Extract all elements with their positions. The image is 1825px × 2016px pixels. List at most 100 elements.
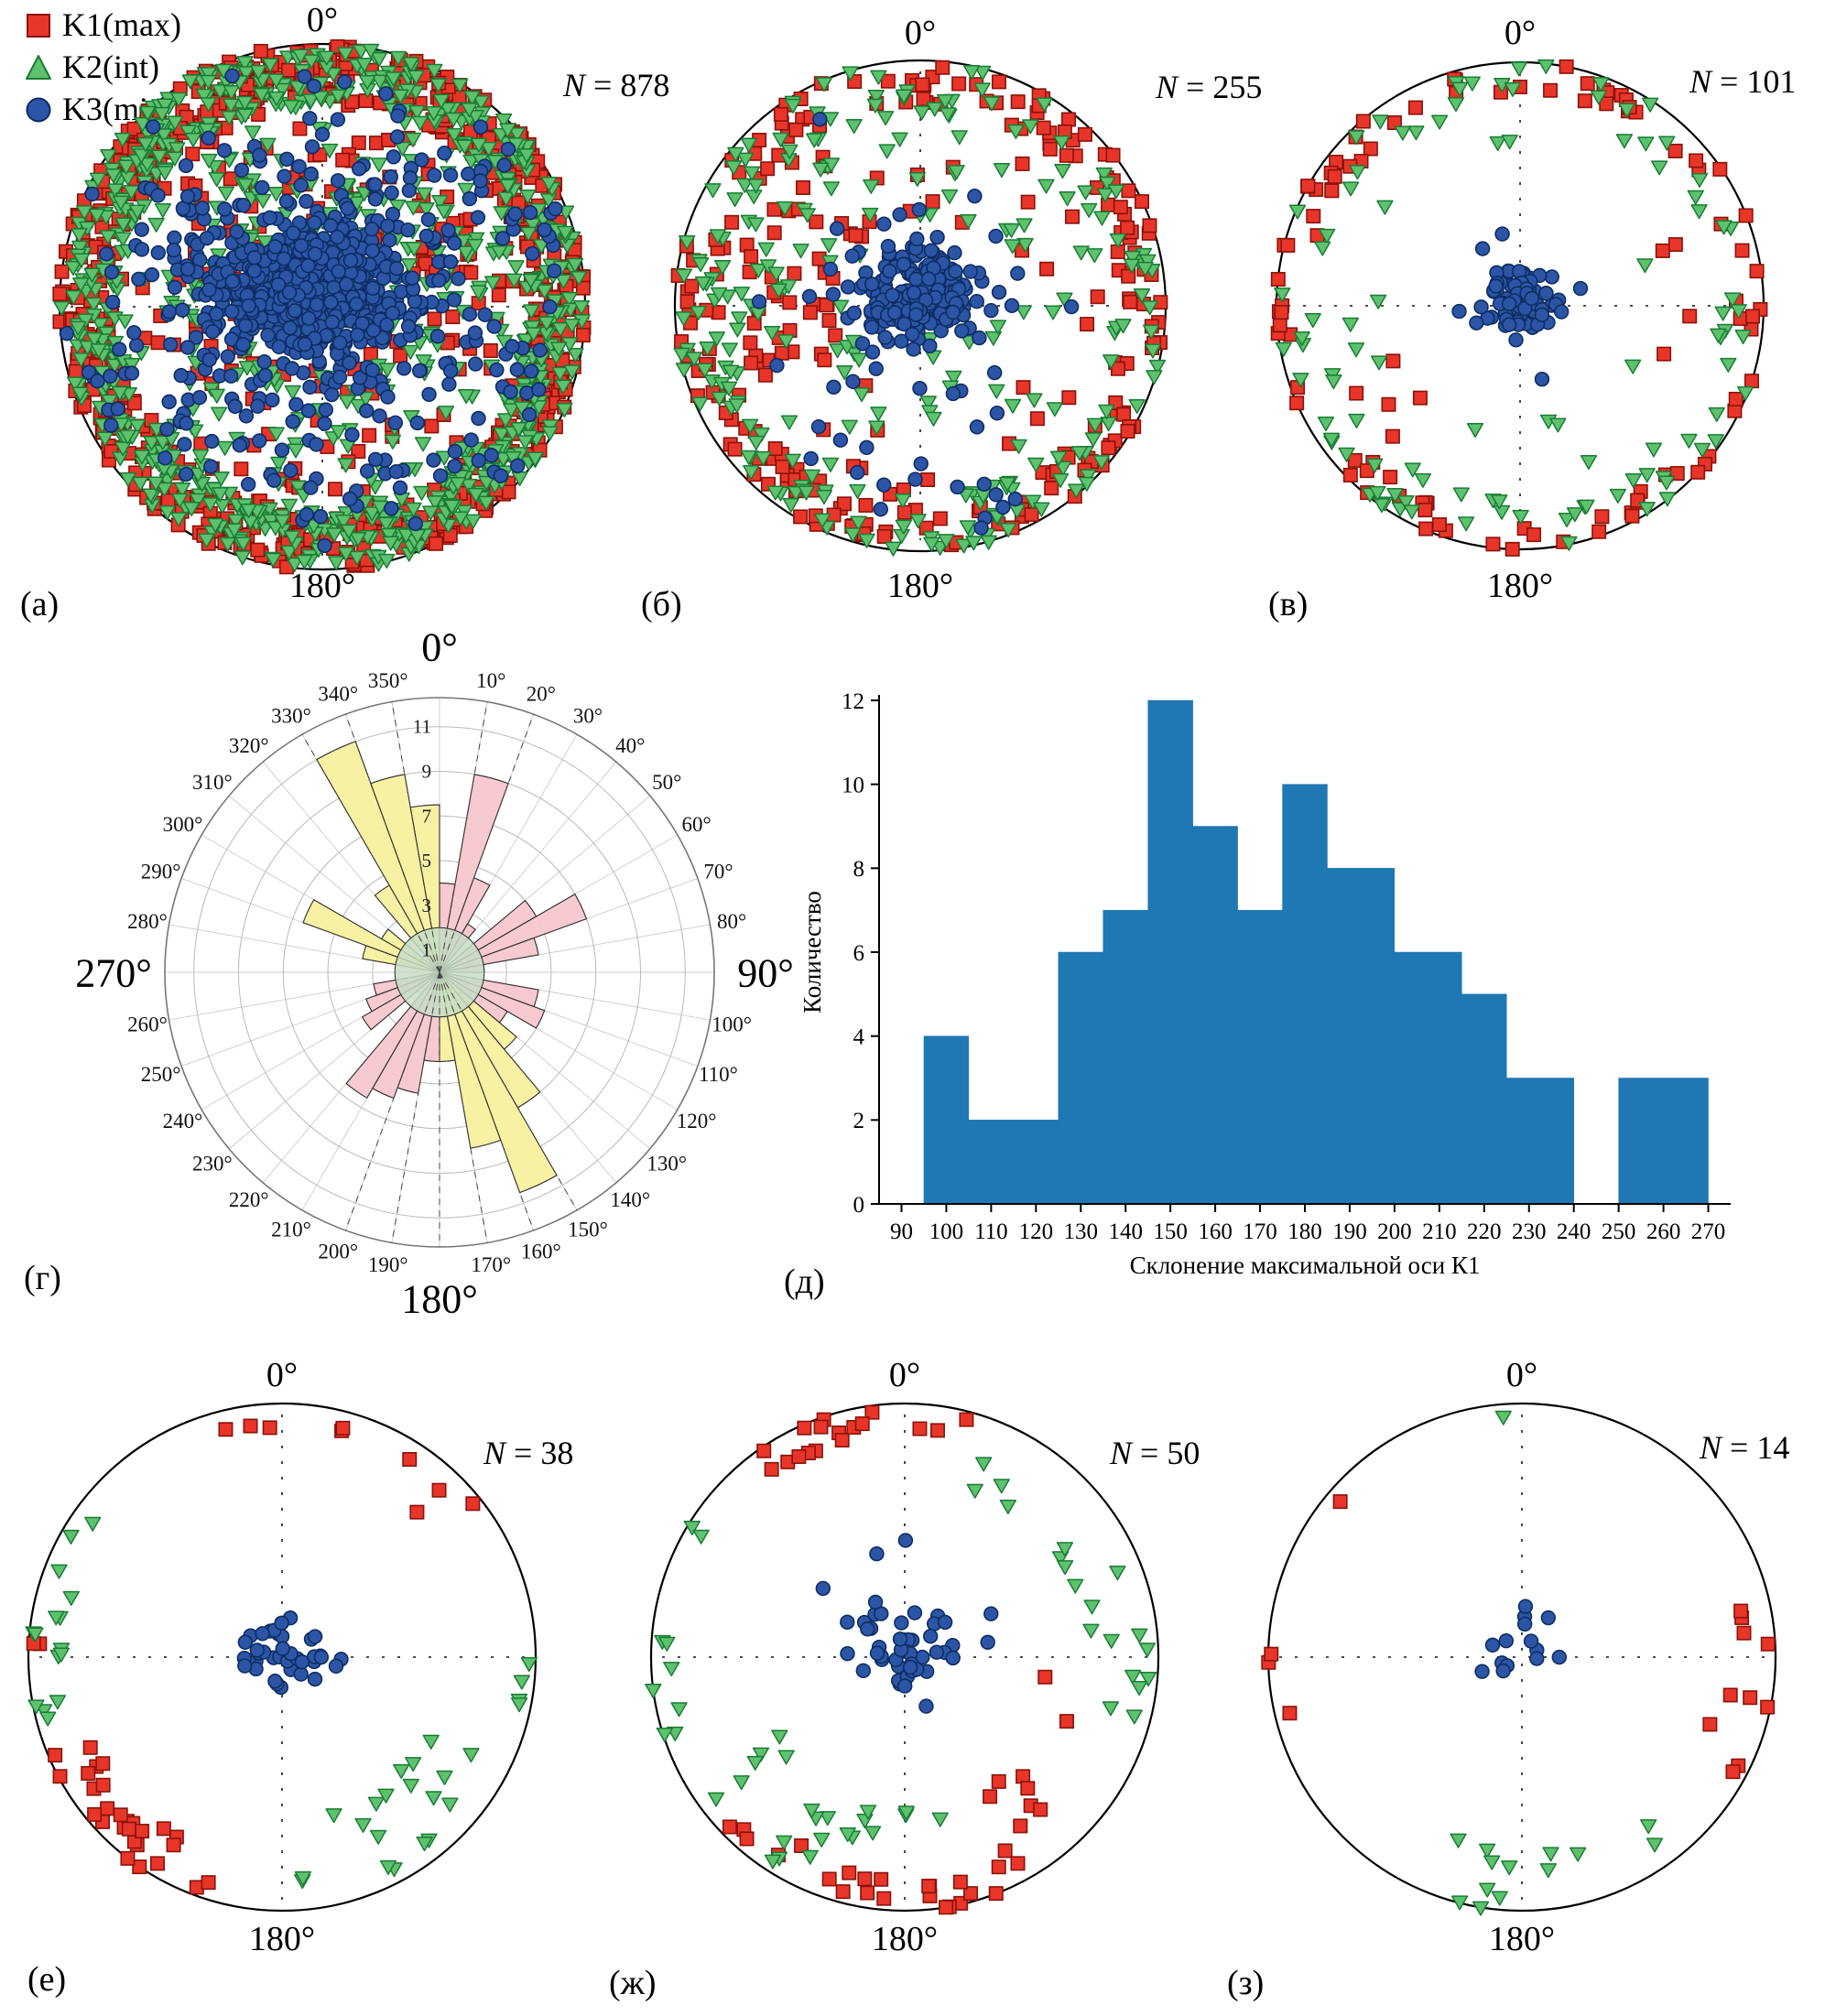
stereonet-a-bottom-label: 180° xyxy=(288,567,356,605)
svg-text:160°: 160° xyxy=(521,1241,561,1263)
svg-text:1: 1 xyxy=(422,939,432,961)
n-value: = 255 xyxy=(1178,69,1263,105)
svg-text:11: 11 xyxy=(413,716,431,738)
svg-text:130°: 130° xyxy=(646,1152,687,1175)
panel-letter-d: (д) xyxy=(784,1263,825,1301)
stereonet-v-top-label: 0° xyxy=(1504,14,1537,52)
stereonet-e-plot xyxy=(25,1402,538,1913)
svg-text:0: 0 xyxy=(853,1193,865,1218)
svg-text:320°: 320° xyxy=(229,734,269,757)
stereonet-v-bottom-label: 180° xyxy=(1486,567,1554,605)
svg-text:150: 150 xyxy=(1153,1219,1188,1244)
stereonet-z-n-label: N = 14 xyxy=(1700,1428,1789,1467)
svg-text:50°: 50° xyxy=(652,771,681,794)
n-var: N xyxy=(1689,63,1712,100)
panel-letter-v: (в) xyxy=(1268,585,1309,623)
svg-text:230: 230 xyxy=(1512,1219,1547,1244)
svg-text:3: 3 xyxy=(422,894,432,916)
svg-text:190: 190 xyxy=(1332,1219,1367,1244)
svg-text:270°: 270° xyxy=(75,950,152,995)
n-var: N xyxy=(563,67,586,103)
svg-text:12: 12 xyxy=(842,689,864,714)
svg-text:180°: 180° xyxy=(401,1276,478,1321)
svg-text:20°: 20° xyxy=(527,683,556,706)
svg-text:5: 5 xyxy=(422,850,432,872)
n-value: = 14 xyxy=(1722,1429,1790,1466)
svg-text:4: 4 xyxy=(853,1024,865,1049)
svg-text:270: 270 xyxy=(1691,1219,1726,1244)
svg-text:210°: 210° xyxy=(271,1219,311,1241)
svg-text:240°: 240° xyxy=(163,1110,203,1133)
svg-text:Количество: Количество xyxy=(798,891,826,1013)
svg-text:110: 110 xyxy=(974,1219,1008,1244)
svg-text:220°: 220° xyxy=(229,1188,269,1211)
n-var: N xyxy=(483,1435,506,1471)
stereonet-a-n-label: N = 878 xyxy=(563,66,669,104)
svg-text:30°: 30° xyxy=(573,704,603,727)
svg-text:280°: 280° xyxy=(127,910,168,933)
stereonet-z-bottom-label: 180° xyxy=(1488,1920,1556,1958)
svg-text:200°: 200° xyxy=(318,1241,358,1263)
stereonet-zh-n-label: N = 50 xyxy=(1110,1434,1200,1472)
legend-label-k2: K2(int) xyxy=(62,49,159,85)
panel-letter-e: (е) xyxy=(27,1960,67,1999)
svg-text:90: 90 xyxy=(890,1219,913,1244)
svg-text:100°: 100° xyxy=(712,1013,752,1035)
svg-text:6: 6 xyxy=(853,941,865,966)
svg-text:120: 120 xyxy=(1019,1219,1054,1244)
stereonet-zh-top-label: 0° xyxy=(888,1356,921,1394)
svg-text:140°: 140° xyxy=(610,1188,650,1211)
svg-text:7: 7 xyxy=(422,805,432,827)
svg-text:9: 9 xyxy=(422,760,432,782)
stereonet-v-n-label: N = 101 xyxy=(1689,62,1796,101)
stereonet-b-n-label: N = 255 xyxy=(1156,68,1262,106)
svg-text:100: 100 xyxy=(929,1219,964,1244)
stereonet-zh-bottom-label: 180° xyxy=(871,1920,939,1958)
rose-diagram-plot: 1 3 5 7 9 11 10° 20° 30° 40° 50°60° 70° 80° 100° 110° 1… xyxy=(75,624,794,1321)
svg-text:110°: 110° xyxy=(699,1063,738,1086)
svg-text:250°: 250° xyxy=(141,1063,181,1086)
stereonet-zh-plot xyxy=(645,1402,1160,1915)
svg-text:120°: 120° xyxy=(677,1110,717,1133)
k3-circle-icon xyxy=(24,94,53,124)
svg-text:0°: 0° xyxy=(421,624,458,669)
svg-text:90°: 90° xyxy=(737,950,794,995)
svg-text:350°: 350° xyxy=(368,669,408,692)
svg-text:8: 8 xyxy=(853,857,865,882)
legend-item-k2: K2(int) xyxy=(24,46,181,88)
stereonet-b-plot xyxy=(670,59,1168,557)
svg-text:160: 160 xyxy=(1198,1219,1233,1244)
n-value: = 878 xyxy=(585,67,670,103)
svg-text:220: 220 xyxy=(1467,1219,1502,1244)
svg-text:Склонение максимальной оси К1: Склонение максимальной оси К1 xyxy=(1130,1252,1481,1279)
stereonet-z-top-label: 0° xyxy=(1505,1356,1538,1394)
svg-text:200: 200 xyxy=(1377,1219,1412,1244)
n-value: = 101 xyxy=(1711,63,1797,100)
svg-text:250: 250 xyxy=(1602,1219,1636,1244)
stereonet-e-bottom-label: 180° xyxy=(248,1920,316,1958)
svg-text:10: 10 xyxy=(842,773,864,797)
stereonet-e-n-label: N = 38 xyxy=(483,1434,573,1472)
n-var: N xyxy=(1700,1429,1722,1466)
histogram-plot: 90 100 110 120 130 140 150 160 170 180 190 200 210 22… xyxy=(798,689,1731,1279)
svg-text:40°: 40° xyxy=(615,734,645,757)
stereonet-b-top-label: 0° xyxy=(904,14,937,52)
panel-letter-g: (г) xyxy=(24,1259,61,1297)
svg-text:70°: 70° xyxy=(703,860,733,883)
panel-letter-zh: (ж) xyxy=(609,1964,657,2002)
svg-text:230°: 230° xyxy=(192,1152,233,1175)
svg-text:310°: 310° xyxy=(192,771,233,794)
legend-item-k1: K1(max) xyxy=(24,4,181,46)
panel-letter-z: (з) xyxy=(1227,1964,1265,2002)
svg-text:130: 130 xyxy=(1064,1219,1099,1244)
k2-triangle-icon xyxy=(24,52,53,81)
panel-letter-a: (а) xyxy=(20,585,60,623)
svg-text:180: 180 xyxy=(1287,1219,1322,1244)
svg-text:80°: 80° xyxy=(717,910,746,933)
svg-text:60°: 60° xyxy=(681,813,711,836)
svg-text:2: 2 xyxy=(853,1109,865,1133)
stereonet-a-top-label: 0° xyxy=(306,1,339,39)
stereonet-b-bottom-label: 180° xyxy=(886,567,954,605)
svg-text:260°: 260° xyxy=(127,1013,168,1035)
